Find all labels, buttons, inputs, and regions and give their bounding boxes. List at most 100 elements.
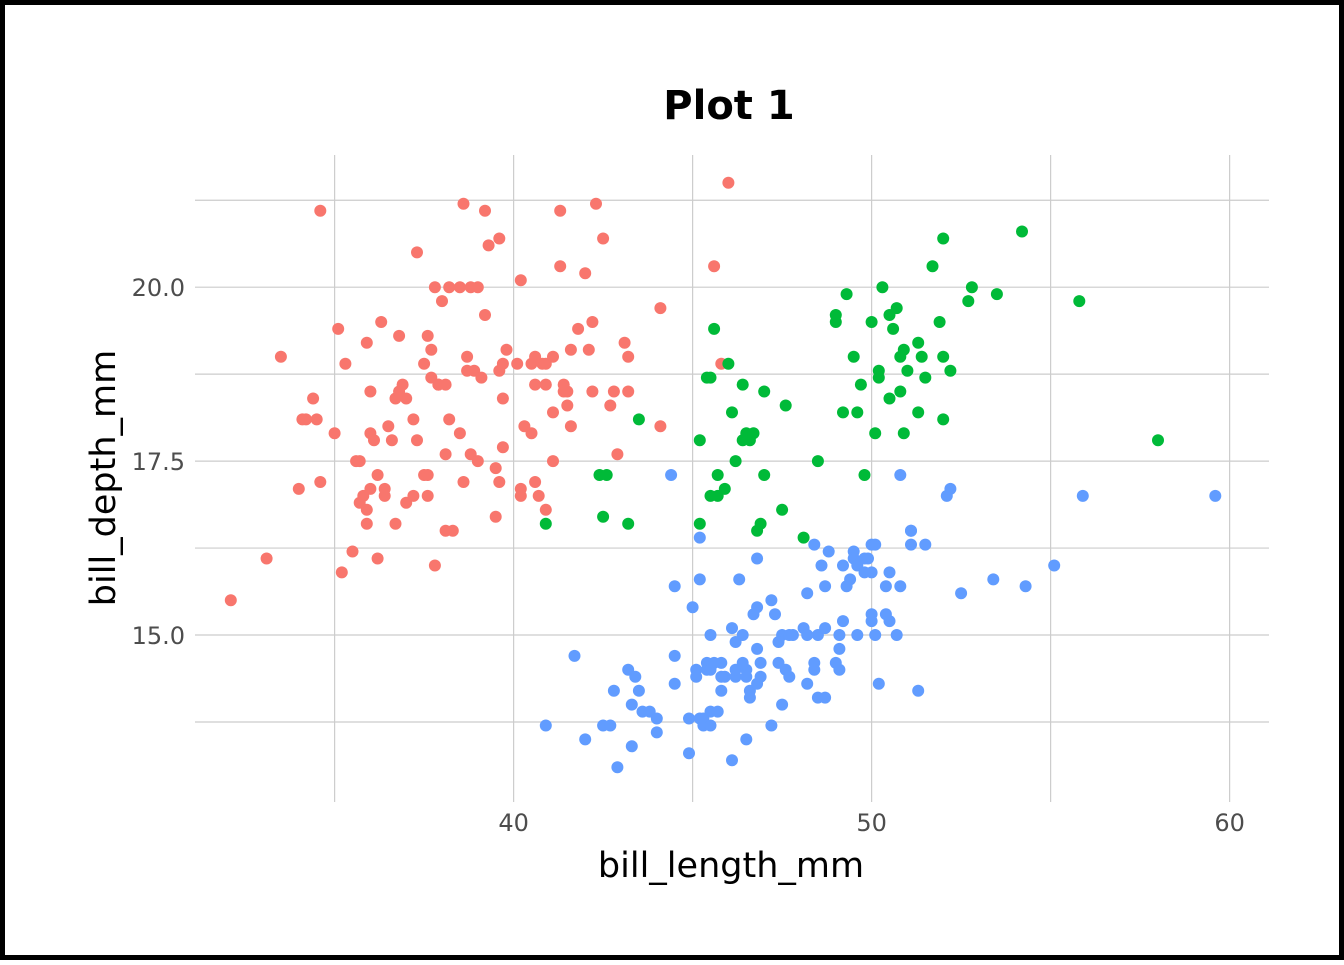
data-point bbox=[561, 399, 574, 412]
data-point bbox=[894, 580, 907, 593]
data-point bbox=[411, 246, 423, 259]
data-point bbox=[833, 663, 846, 676]
data-point bbox=[1019, 580, 1032, 593]
data-point bbox=[837, 559, 849, 572]
series-2 bbox=[539, 225, 1164, 544]
data-point bbox=[901, 364, 914, 377]
data-point bbox=[360, 336, 373, 349]
data-point bbox=[421, 489, 434, 502]
data-point bbox=[862, 552, 874, 565]
data-point bbox=[1073, 295, 1086, 308]
data-point bbox=[840, 288, 853, 301]
data-point bbox=[586, 316, 599, 328]
data-point bbox=[572, 322, 585, 335]
data-point bbox=[471, 455, 484, 468]
data-point bbox=[479, 309, 491, 321]
series-3 bbox=[539, 469, 1222, 774]
data-point bbox=[493, 232, 506, 245]
x-tick-labels: 40 50 60 bbox=[498, 809, 1245, 837]
chart-title: Plot 1 bbox=[663, 83, 794, 129]
data-point bbox=[475, 371, 488, 384]
data-point bbox=[854, 378, 867, 391]
data-point bbox=[611, 448, 624, 461]
data-point bbox=[937, 232, 950, 245]
data-point bbox=[353, 496, 366, 509]
data-point bbox=[819, 691, 832, 704]
data-point bbox=[869, 427, 882, 440]
series-1 bbox=[224, 176, 735, 607]
data-point bbox=[579, 733, 592, 746]
data-point bbox=[808, 538, 821, 551]
data-point bbox=[625, 698, 638, 711]
data-point bbox=[833, 629, 846, 641]
data-point bbox=[224, 594, 237, 607]
data-point bbox=[693, 517, 706, 530]
data-point bbox=[622, 350, 635, 363]
data-point bbox=[547, 406, 559, 419]
data-point bbox=[500, 343, 513, 356]
data-point bbox=[779, 399, 792, 412]
data-point bbox=[822, 545, 835, 558]
data-point bbox=[711, 705, 724, 718]
data-point bbox=[529, 378, 542, 391]
data-point bbox=[568, 649, 581, 662]
data-point bbox=[432, 378, 445, 391]
data-point bbox=[650, 712, 663, 725]
data-point bbox=[378, 482, 391, 495]
data-point bbox=[453, 427, 466, 440]
data-point bbox=[360, 517, 373, 530]
data-point bbox=[919, 371, 932, 384]
data-point bbox=[718, 482, 731, 495]
data-point bbox=[539, 503, 552, 516]
data-point bbox=[711, 469, 724, 481]
data-point bbox=[1076, 489, 1089, 502]
points-layer bbox=[224, 176, 1222, 774]
data-point bbox=[955, 587, 968, 600]
data-point bbox=[872, 677, 885, 690]
data-point bbox=[511, 357, 524, 370]
data-point bbox=[905, 538, 917, 551]
data-point bbox=[421, 469, 434, 481]
data-point bbox=[962, 295, 975, 308]
data-point bbox=[529, 476, 542, 488]
data-point bbox=[751, 642, 764, 655]
data-point bbox=[751, 552, 764, 565]
data-point bbox=[489, 462, 502, 475]
data-point bbox=[314, 204, 327, 217]
data-point bbox=[461, 364, 474, 377]
data-point bbox=[364, 482, 377, 495]
data-point bbox=[547, 350, 559, 363]
data-point bbox=[539, 719, 552, 732]
data-point bbox=[407, 413, 420, 426]
data-point bbox=[489, 510, 502, 523]
data-point bbox=[629, 670, 642, 683]
data-point bbox=[743, 691, 756, 704]
data-point bbox=[300, 413, 312, 426]
x-axis-title: bill_length_mm bbox=[598, 846, 864, 886]
data-point bbox=[819, 622, 832, 635]
data-point bbox=[618, 336, 631, 349]
data-point bbox=[833, 642, 846, 655]
data-point bbox=[829, 309, 842, 321]
data-point bbox=[353, 455, 366, 468]
data-point bbox=[439, 448, 452, 461]
data-point bbox=[464, 281, 477, 294]
data-point bbox=[965, 281, 978, 294]
data-point bbox=[708, 656, 721, 669]
data-point bbox=[740, 733, 753, 746]
data-point bbox=[851, 629, 864, 641]
data-point bbox=[872, 364, 885, 377]
data-point bbox=[815, 559, 828, 572]
data-point bbox=[328, 427, 341, 440]
data-point bbox=[632, 684, 645, 697]
data-point bbox=[754, 656, 767, 669]
data-point bbox=[425, 343, 438, 356]
data-point bbox=[736, 378, 749, 391]
data-point bbox=[274, 350, 287, 363]
data-point bbox=[428, 559, 441, 572]
data-point bbox=[564, 420, 577, 433]
data-point bbox=[865, 316, 878, 328]
data-point bbox=[729, 455, 742, 468]
data-point bbox=[837, 406, 849, 419]
